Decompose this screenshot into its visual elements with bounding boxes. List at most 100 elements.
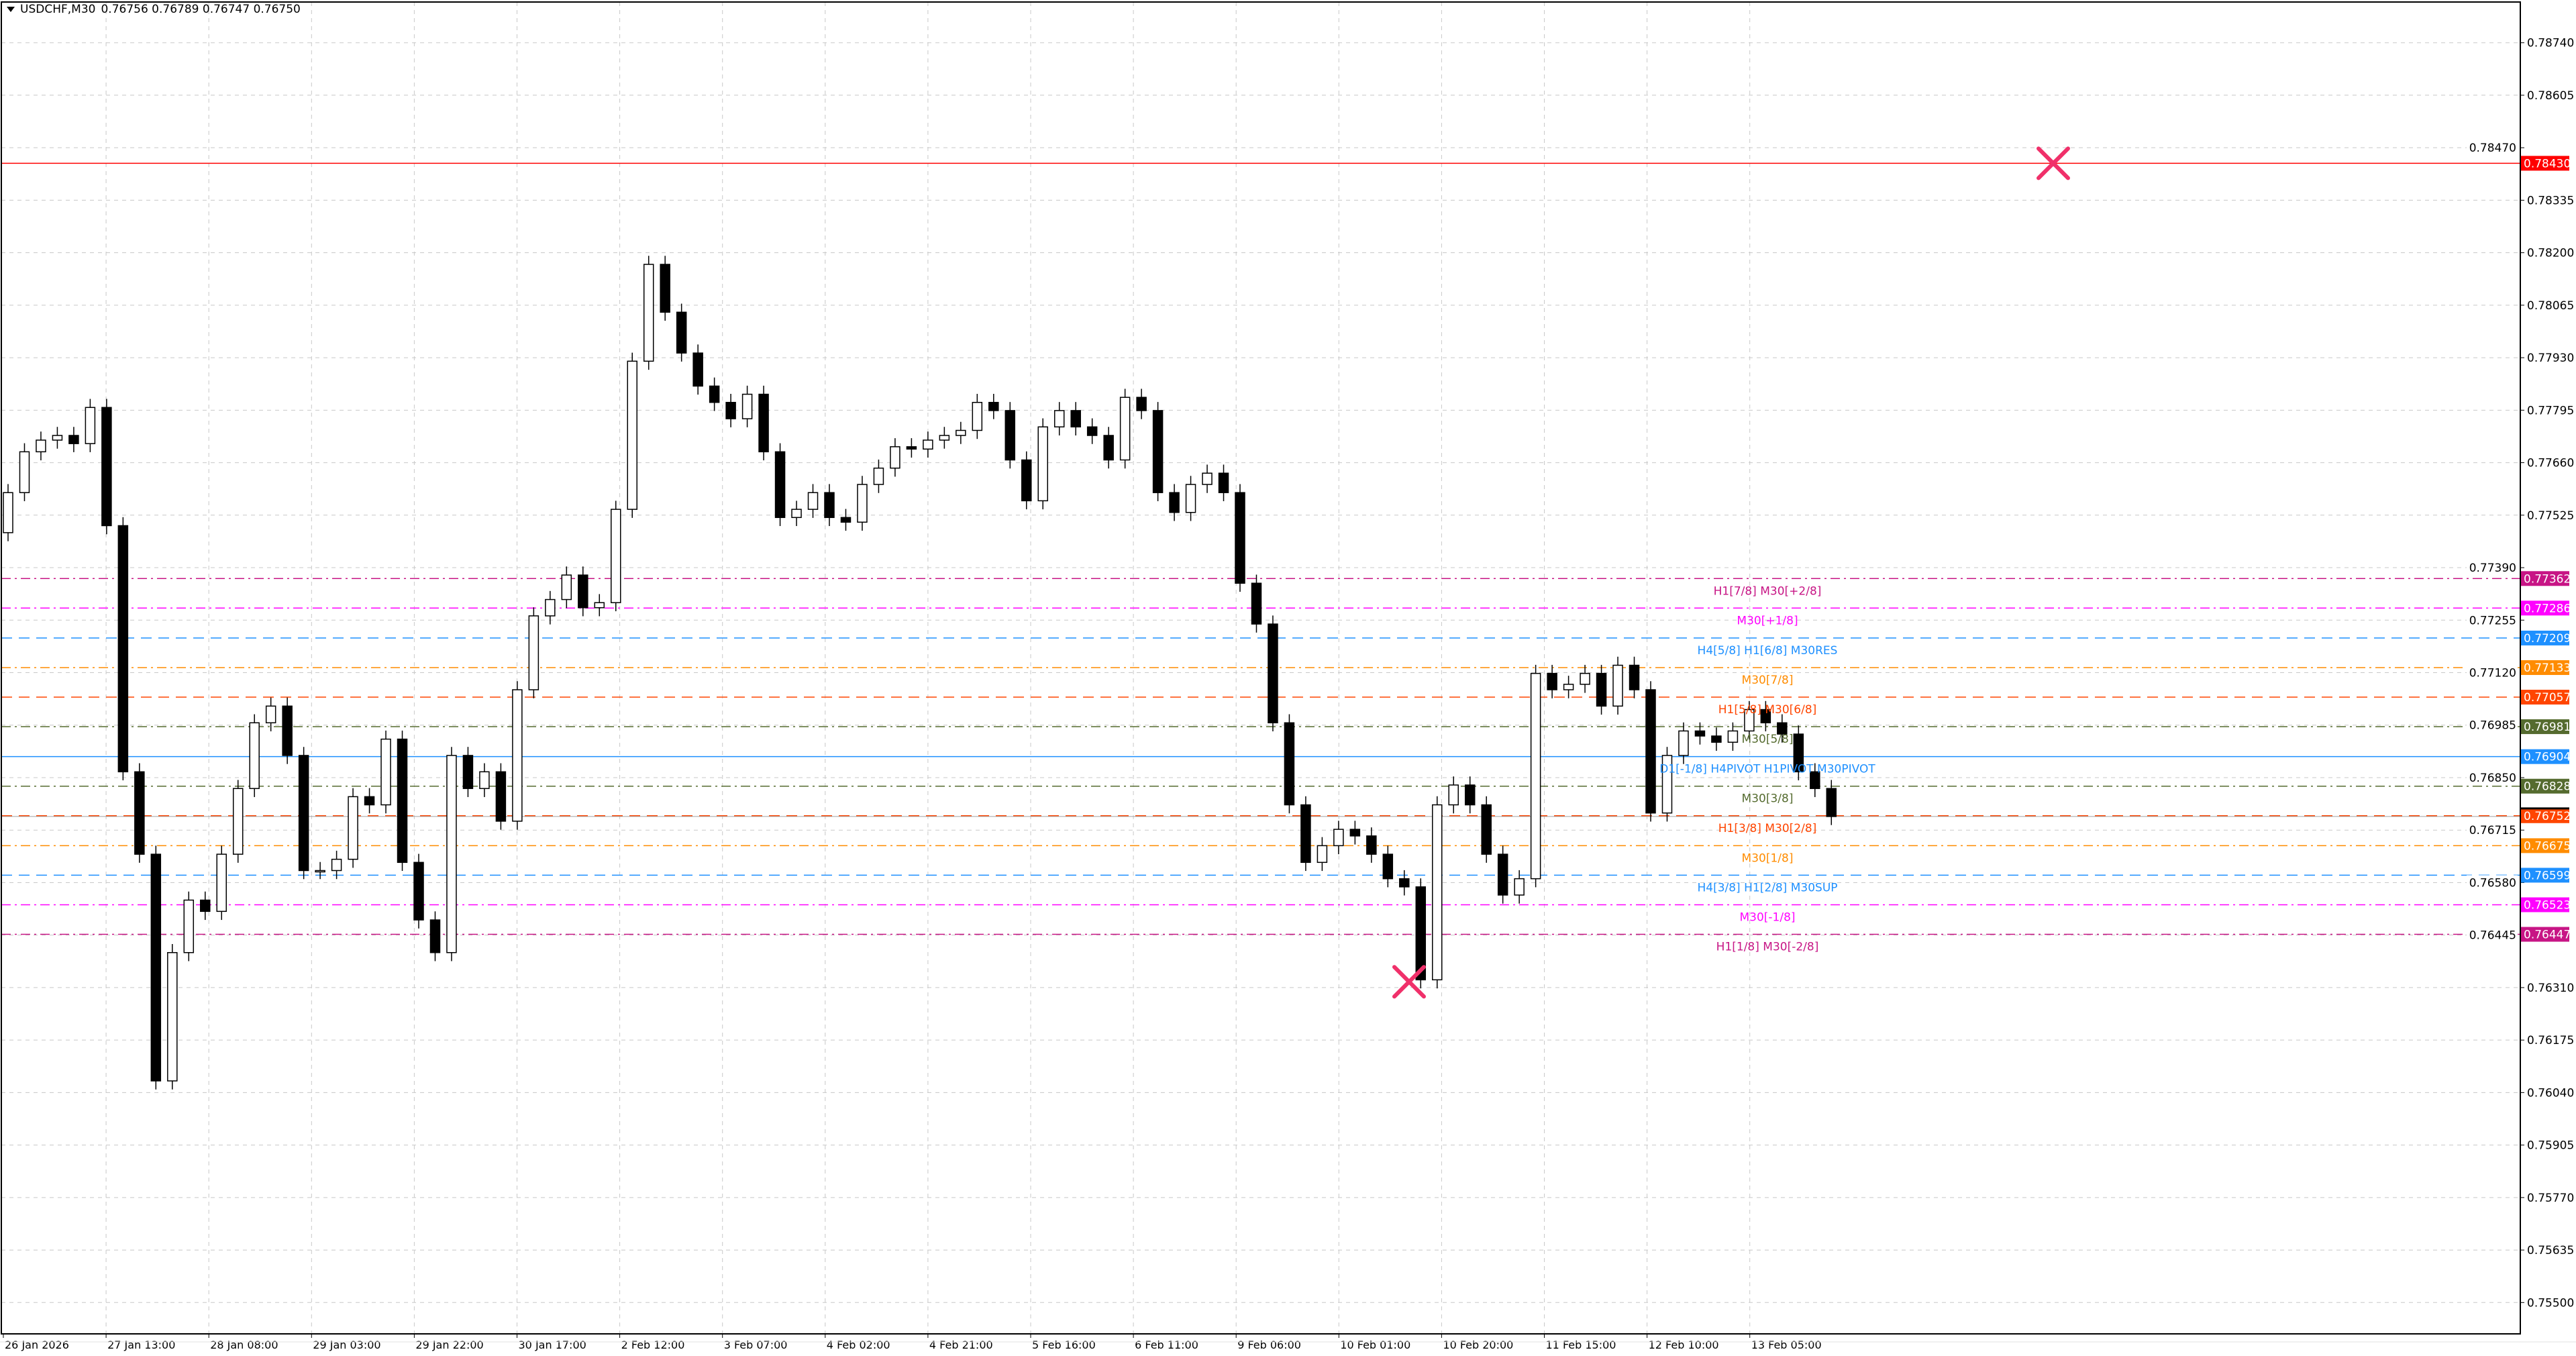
- time-tick-label: 3 Feb 07:00: [724, 1339, 788, 1351]
- candle-bull: [1432, 804, 1443, 981]
- candle-bull: [890, 446, 900, 469]
- candle-bull: [512, 689, 523, 822]
- price-tick-label-bg: [2467, 140, 2518, 156]
- candle-bull: [216, 853, 227, 912]
- candle-bull: [1744, 709, 1755, 732]
- time-tick-label: 26 Jan 2026: [5, 1339, 69, 1351]
- candle-bull: [594, 602, 605, 609]
- candle-bull: [627, 360, 637, 510]
- time-tick-label: 11 Feb 15:00: [1546, 1339, 1616, 1351]
- level-price-badge: [2521, 868, 2569, 883]
- candle-bull: [807, 492, 819, 510]
- level-price-badge: [2521, 749, 2569, 764]
- candle-bear: [709, 385, 720, 403]
- price-tick-label: 0.78605: [2527, 89, 2574, 103]
- candle-bear: [68, 435, 79, 444]
- price-tick-label: 0.76040: [2527, 1086, 2574, 1100]
- candle-bull: [36, 439, 46, 453]
- level-price-label: 0.77057: [2524, 691, 2571, 705]
- candle-bull: [611, 509, 621, 603]
- candle-bear: [1810, 771, 1820, 789]
- price-tick-label-bg: [2467, 823, 2518, 838]
- candle-bull: [1661, 755, 1673, 814]
- candle-bull: [1037, 426, 1048, 502]
- level-label: H1[7/8] M30[+2/8]: [1714, 584, 1822, 598]
- candle-bear: [1152, 410, 1164, 493]
- candle-bear: [1136, 397, 1147, 411]
- candle-bear: [1284, 722, 1295, 806]
- candle-bear: [1268, 623, 1278, 724]
- candle-bear: [117, 525, 129, 773]
- time-tick-label: 5 Feb 16:00: [1032, 1339, 1096, 1351]
- level-price-label: 0.77133: [2524, 662, 2571, 675]
- candle-bear: [1382, 853, 1394, 880]
- x-cross-icon[interactable]: [1392, 965, 1426, 999]
- candle-bear: [134, 771, 145, 855]
- price-tick-label-bg: [2467, 717, 2518, 733]
- candle-bull: [939, 435, 950, 441]
- price-tick-label: 0.76850: [2469, 772, 2516, 785]
- price-tick-label: 0.75770: [2527, 1192, 2574, 1205]
- x-cross-stroke: [2037, 146, 2070, 180]
- price-tick-label: 0.76310: [2527, 982, 2574, 995]
- price-tick-label: 0.77930: [2527, 352, 2574, 365]
- candle-bear: [1464, 784, 1476, 806]
- level-price-label: 0.77362: [2524, 572, 2571, 586]
- price-tick-label: 0.78470: [2469, 142, 2516, 155]
- candle-bull: [857, 484, 868, 523]
- markers[interactable]: [1392, 146, 2070, 999]
- candle-bear: [725, 401, 736, 419]
- candle-bull: [183, 899, 195, 953]
- candle-bull: [972, 401, 983, 431]
- time-tick-label: 13 Feb 05:00: [1751, 1339, 1822, 1351]
- candle-bear: [1645, 689, 1656, 814]
- time-tick-label: 28 Jan 08:00: [210, 1339, 278, 1351]
- candle-bull: [741, 393, 753, 419]
- level-price-badge: [2521, 927, 2569, 942]
- candle-bull: [52, 435, 63, 441]
- price-tick-label-bg: [2467, 770, 2518, 785]
- level-label: H1[1/8] M30[-2/8]: [1716, 941, 1819, 954]
- time-tick-label: 29 Jan 22:00: [415, 1339, 483, 1351]
- level-price-badge: [2521, 690, 2569, 705]
- candle-bull: [1053, 410, 1065, 428]
- candle-bull: [643, 264, 654, 362]
- candle-bear: [150, 853, 162, 1082]
- price-axis-labels: 0.78740 0.78605 0.78470 0.78335 0.78200 0.780…: [2467, 37, 2574, 1310]
- candle-bear: [1711, 735, 1722, 743]
- candle-bear: [462, 755, 474, 789]
- time-tick-label: 4 Feb 02:00: [827, 1339, 890, 1351]
- ohlc-values: 0.76756 0.76789 0.76747 0.76750: [101, 3, 301, 16]
- candle-bear: [1415, 886, 1427, 981]
- candle-bear: [397, 738, 408, 864]
- candle-bear: [429, 919, 441, 953]
- candle-bull: [528, 615, 539, 690]
- candle-bear: [413, 862, 424, 921]
- candle-bear: [1547, 672, 1557, 690]
- price-tick-label: 0.77795: [2527, 404, 2574, 417]
- x-cross-icon[interactable]: [2037, 146, 2070, 180]
- level-labels: H1[7/8] M30[+2/8] M30[+1/8] H4[5/8] H1[6/8…: [1659, 584, 1875, 953]
- level-label: H1[3/8] M30[2/8]: [1718, 822, 1817, 835]
- candle-bear: [1021, 459, 1032, 502]
- candle-bull: [348, 796, 358, 860]
- candle-bull: [873, 467, 884, 485]
- time-tick-label: 27 Jan 13:00: [107, 1339, 175, 1351]
- level-price-label: 0.76447: [2524, 929, 2571, 942]
- price-tick-label: 0.75500: [2527, 1296, 2574, 1310]
- candle-bull: [265, 705, 276, 724]
- collapse-triangle-icon[interactable]: [7, 7, 15, 12]
- candle-bull: [249, 722, 260, 789]
- candle-bear: [1694, 730, 1706, 737]
- level-price-badge: [2521, 660, 2569, 675]
- price-tick-label: 0.78200: [2527, 247, 2574, 260]
- candle-bear: [1103, 435, 1114, 461]
- price-tick-label-bg: [2467, 665, 2518, 680]
- candle-bull: [1119, 397, 1131, 461]
- price-tick-label: 0.76580: [2469, 876, 2516, 890]
- chart-frame: [1, 1, 2521, 1335]
- candle-bear: [1481, 804, 1492, 855]
- candle-bear: [1004, 410, 1016, 461]
- candle-bear: [1300, 804, 1311, 864]
